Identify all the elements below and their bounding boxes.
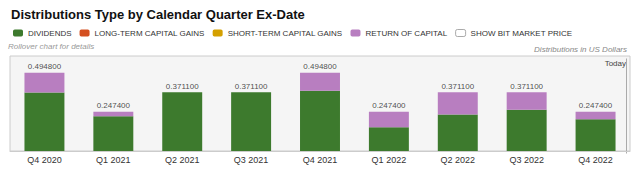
svg-text:Q2 2022: Q2 2022 <box>441 155 476 165</box>
svg-text:Today: Today <box>605 59 626 68</box>
svg-text:0.247400: 0.247400 <box>372 101 406 110</box>
svg-text:Rollover chart for details: Rollover chart for details <box>8 42 94 51</box>
svg-text:Q1 2021: Q1 2021 <box>96 155 131 165</box>
svg-text:Q4 2020: Q4 2020 <box>27 155 62 165</box>
svg-text:Q2 2021: Q2 2021 <box>165 155 200 165</box>
svg-text:Q4 2021: Q4 2021 <box>303 155 338 165</box>
svg-text:Distributions Type by Calendar: Distributions Type by Calendar Quarter E… <box>11 7 305 22</box>
svg-text:0.371100: 0.371100 <box>235 82 268 91</box>
svg-text:0.247400: 0.247400 <box>97 101 131 110</box>
svg-text:Q3 2022: Q3 2022 <box>509 155 544 165</box>
svg-text:SHORT-TERM CAPITAL GAINS: SHORT-TERM CAPITAL GAINS <box>228 29 343 38</box>
svg-text:0.371100: 0.371100 <box>510 82 543 91</box>
svg-text:LONG-TERM CAPITAL GAINS: LONG-TERM CAPITAL GAINS <box>95 29 205 38</box>
svg-text:Q1 2022: Q1 2022 <box>372 155 407 165</box>
svg-text:0.371100: 0.371100 <box>166 82 199 91</box>
svg-text:Q3 2021: Q3 2021 <box>234 155 269 165</box>
svg-text:DIVIDENDS: DIVIDENDS <box>28 29 72 38</box>
svg-text:0.494800: 0.494800 <box>303 62 337 71</box>
svg-text:RETURN OF CAPITAL: RETURN OF CAPITAL <box>365 29 447 38</box>
svg-text:0.247400: 0.247400 <box>579 101 613 110</box>
svg-text:0.371100: 0.371100 <box>441 82 474 91</box>
svg-text:0.494800: 0.494800 <box>28 62 62 71</box>
svg-text:Distributions in US Dollars: Distributions in US Dollars <box>534 45 627 54</box>
svg-text:Q4 2022: Q4 2022 <box>578 155 613 165</box>
svg-text:SHOW BIT MARKET PRICE: SHOW BIT MARKET PRICE <box>471 29 573 38</box>
